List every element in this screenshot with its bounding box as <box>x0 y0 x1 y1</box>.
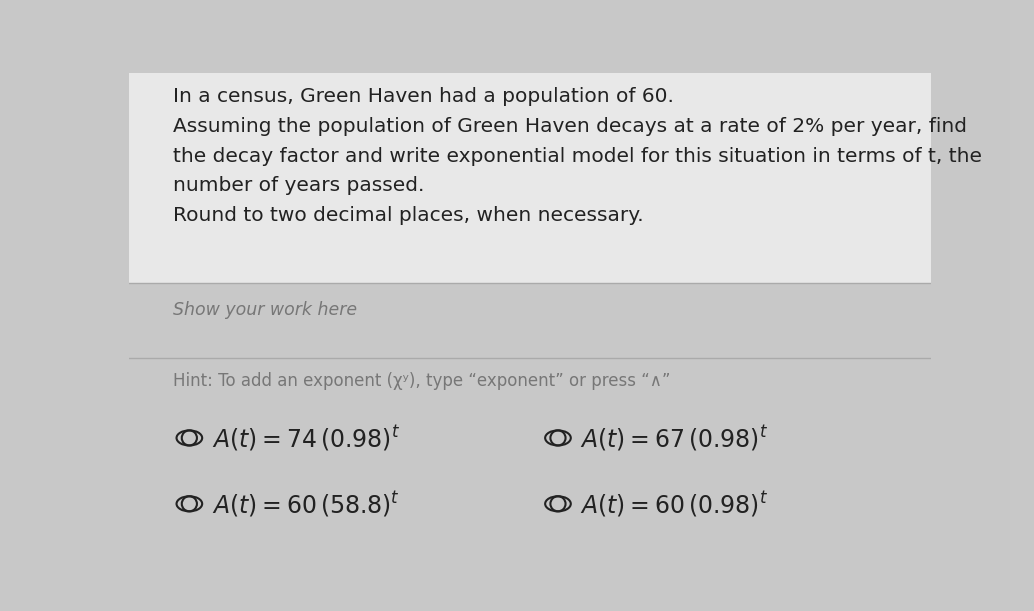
Text: Show your work here: Show your work here <box>174 301 358 320</box>
Text: In a census, Green Haven had a population of 60.: In a census, Green Haven had a populatio… <box>174 87 674 106</box>
Text: Round to two decimal places, when necessary.: Round to two decimal places, when necess… <box>174 206 644 225</box>
Text: the decay factor and write exponential model for this situation in terms of t, t: the decay factor and write exponential m… <box>174 147 982 166</box>
FancyBboxPatch shape <box>129 73 931 283</box>
Text: $A(t) = 60\,(0.98)^t$: $A(t) = 60\,(0.98)^t$ <box>580 489 768 519</box>
Text: Assuming the population of Green Haven decays at a rate of 2% per year, find: Assuming the population of Green Haven d… <box>174 117 968 136</box>
Text: $A(t) = 60\,(58.8)^t$: $A(t) = 60\,(58.8)^t$ <box>212 489 399 519</box>
Text: $A(t) = 74\,(0.98)^t$: $A(t) = 74\,(0.98)^t$ <box>212 423 400 453</box>
Text: Hint: To add an exponent (χʸ), type “exponent” or press “∧”: Hint: To add an exponent (χʸ), type “exp… <box>174 372 671 390</box>
Text: number of years passed.: number of years passed. <box>174 177 425 196</box>
Text: $A(t) = 67\,(0.98)^t$: $A(t) = 67\,(0.98)^t$ <box>580 423 768 453</box>
